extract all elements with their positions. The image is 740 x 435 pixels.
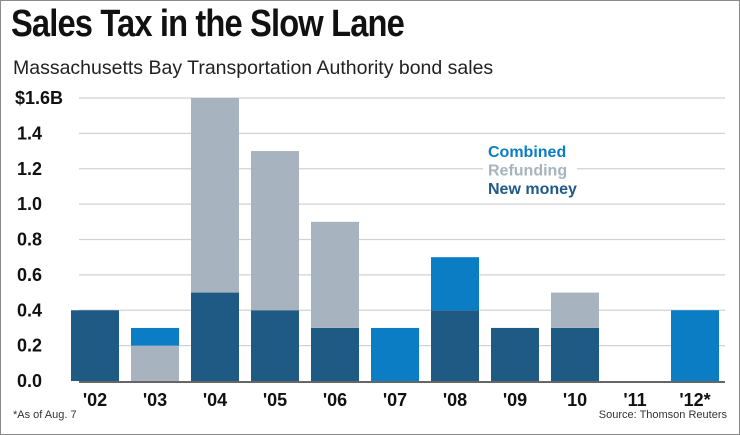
chart-title: Sales Tax in the Slow Lane	[11, 3, 405, 45]
legend-item-refunding: Refunding	[488, 163, 567, 180]
legend-item-new-money: New money	[488, 181, 577, 198]
legend-item-combined: Combined	[488, 144, 566, 161]
bar-new-money	[431, 310, 479, 381]
x-tick-label: '12*	[679, 390, 710, 410]
y-tick-label: 0.2	[17, 336, 42, 356]
bar-combined	[371, 327, 419, 381]
x-tick-label: '09	[503, 390, 527, 410]
y-tick-label: 0.6	[17, 265, 42, 285]
bar-new-money	[551, 327, 599, 381]
y-tick-label: 0.0	[17, 371, 42, 391]
x-tick-label: '07	[383, 390, 407, 410]
x-tick-label: '08	[443, 390, 467, 410]
y-tick-label: 0.8	[17, 230, 42, 250]
legend-background	[483, 139, 577, 199]
x-tick-label: '10	[563, 390, 587, 410]
bar-refunding	[311, 221, 359, 328]
y-tick-label: $1.6B	[15, 88, 63, 108]
x-tick-label: '11	[623, 390, 646, 410]
bar-new-money	[491, 327, 539, 381]
bar-new-money	[311, 327, 359, 381]
bar-new-money	[251, 310, 299, 381]
x-tick-label: '02	[83, 390, 107, 410]
x-tick-label: '03	[143, 390, 167, 410]
bar-combined	[671, 310, 719, 381]
bar-new-money	[71, 310, 119, 381]
y-tick-label: 1.4	[17, 123, 42, 143]
bar-refunding	[251, 151, 299, 311]
y-tick-label: 1.0	[17, 194, 42, 214]
chart-subtitle: Massachusetts Bay Transportation Authori…	[13, 57, 494, 79]
y-tick-label: 1.2	[17, 159, 42, 179]
x-tick-label: '04	[203, 390, 227, 410]
x-tick-label: '05	[263, 390, 287, 410]
source-note: Source: Thomson Reuters	[598, 409, 727, 421]
bar-refunding	[131, 345, 179, 381]
bar-combined	[131, 327, 179, 346]
x-tick-label: '06	[323, 390, 347, 410]
bar-refunding	[191, 98, 239, 293]
y-tick-label: 0.4	[17, 300, 42, 320]
bar-combined	[431, 257, 479, 311]
footnote: *As of Aug. 7	[13, 409, 77, 421]
bar-new-money	[191, 292, 239, 381]
bar-refunding	[551, 292, 599, 328]
